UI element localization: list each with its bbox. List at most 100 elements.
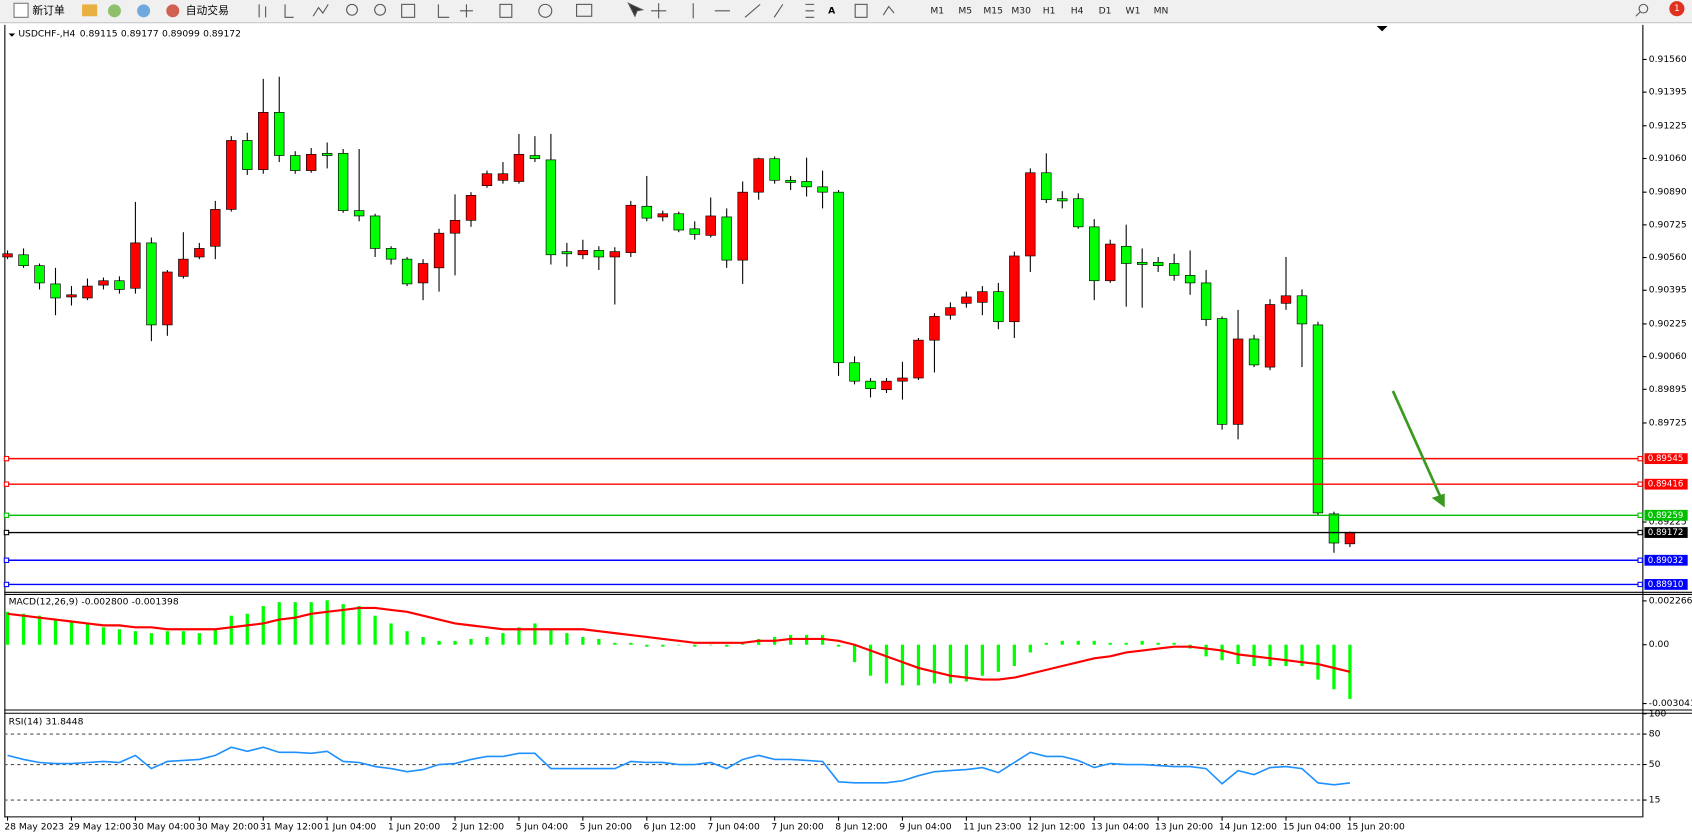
timeframe-button[interactable]: M15	[983, 5, 1003, 16]
timeframe-button[interactable]: M1	[930, 5, 944, 16]
timeframe-button[interactable]: M30	[1011, 5, 1031, 16]
macd-bar	[373, 615, 377, 645]
macd-bar	[836, 644, 841, 647]
icon[interactable]	[576, 3, 593, 17]
icon[interactable]	[854, 3, 868, 18]
macd-bar	[469, 638, 473, 645]
candle-body	[242, 140, 253, 170]
icon[interactable]	[258, 4, 294, 18]
ohlc-open: 0.89115	[80, 28, 118, 39]
candle-body	[210, 209, 221, 247]
macd-bar	[389, 623, 393, 645]
candle-body	[1216, 318, 1228, 425]
price-tag	[1644, 509, 1688, 521]
price-tag-label: 0.89545	[1648, 454, 1684, 464]
timeframe-button[interactable]: MN	[1154, 5, 1169, 16]
icon[interactable]	[107, 4, 121, 18]
level-anchor	[1637, 512, 1643, 518]
price-tag-label: 0.89172	[1648, 528, 1684, 538]
y-tick-label: 0.00	[1649, 639, 1670, 650]
candle-body	[897, 377, 908, 382]
x-tick-label: 9 Jun 04:00	[899, 822, 952, 833]
timeframe-button[interactable]: M5	[958, 5, 972, 16]
icon[interactable]	[538, 3, 553, 18]
macd-bar	[149, 633, 154, 645]
candle-body	[705, 215, 716, 236]
candle-body	[98, 280, 109, 286]
candle-body	[1041, 172, 1052, 201]
level-anchor	[1637, 557, 1643, 563]
y-tick-label: 0.91060	[1649, 153, 1687, 164]
timeframe-button[interactable]: D1	[1099, 5, 1112, 16]
icon[interactable]	[401, 3, 416, 18]
y-tick-label: 80	[1649, 729, 1661, 740]
macd-bar	[645, 644, 649, 647]
price-tag	[1644, 527, 1688, 538]
macd-bar	[197, 633, 201, 645]
text-tool-icon[interactable]: A	[828, 5, 836, 16]
candle-body	[353, 210, 365, 217]
icon[interactable]	[346, 3, 358, 16]
price-tag	[1644, 579, 1688, 590]
candle-body	[737, 191, 748, 261]
chart-window	[4, 24, 1692, 838]
candle-body	[130, 242, 141, 289]
icon[interactable]	[882, 5, 895, 16]
icon[interactable]	[374, 3, 387, 16]
candle-body	[1344, 532, 1356, 545]
y-tick-label: 0.91560	[1649, 54, 1687, 65]
macd-bar	[1348, 644, 1352, 699]
icon[interactable]	[437, 4, 473, 18]
candle-body	[849, 362, 860, 382]
candle-body	[449, 219, 461, 234]
toolbar-icons[interactable]	[258, 2, 1649, 19]
y-tick-label: 0.90560	[1649, 252, 1687, 263]
candle-body	[913, 339, 924, 379]
candle-body	[178, 258, 189, 277]
macd-bar	[1092, 640, 1096, 645]
candle-body	[114, 280, 125, 290]
button-label: 自动交易	[186, 4, 229, 17]
new-order-button[interactable]: 新订单	[13, 2, 65, 18]
x-tick-label: 28 May 2023	[4, 822, 64, 833]
auto-trading-button[interactable]: 自动交易	[166, 4, 229, 18]
level-anchor	[1637, 529, 1643, 536]
macd-bar	[357, 606, 361, 645]
icon[interactable]	[499, 3, 513, 18]
y-tick-label: 0.002266	[1649, 595, 1692, 606]
candle-body	[961, 296, 972, 304]
icon[interactable]	[651, 3, 815, 19]
macd-bar	[229, 615, 233, 645]
timeframe-button[interactable]: H4	[1071, 5, 1084, 16]
macd-bar	[453, 640, 457, 645]
macd-bar	[900, 644, 905, 686]
macd-bar	[261, 606, 265, 645]
candle-body	[801, 181, 812, 188]
candle-body	[1296, 295, 1308, 325]
icon[interactable]	[627, 2, 645, 18]
macd-bar	[1140, 640, 1144, 645]
timeframe-button[interactable]: H1	[1043, 5, 1056, 16]
candle-body	[513, 154, 525, 182]
timeframe-button[interactable]: W1	[1126, 5, 1141, 16]
macd-bar	[181, 631, 185, 645]
macd-bar	[581, 636, 585, 645]
icon[interactable]	[312, 4, 329, 17]
candle-body	[226, 140, 237, 210]
notification-badge[interactable]	[1669, 1, 1685, 17]
candle-body	[529, 155, 541, 160]
macd-bar	[37, 615, 42, 645]
candle-body	[1280, 295, 1292, 304]
icon[interactable]	[82, 4, 98, 17]
macd-bar	[1204, 644, 1208, 657]
chart-layer: 0.91560 0.91395 0.91225 0.91060 0.90890 0.907…	[2, 54, 1692, 833]
macd-bar	[485, 636, 489, 645]
icon[interactable]	[137, 4, 151, 18]
level-anchor	[3, 455, 10, 462]
macd-bar	[996, 644, 1000, 672]
search-icon[interactable]	[1638, 3, 1649, 14]
search-icon[interactable]	[1635, 11, 1641, 17]
macd-bar	[1124, 642, 1128, 645]
candle-body	[481, 173, 493, 186]
price-tag	[1644, 453, 1688, 465]
